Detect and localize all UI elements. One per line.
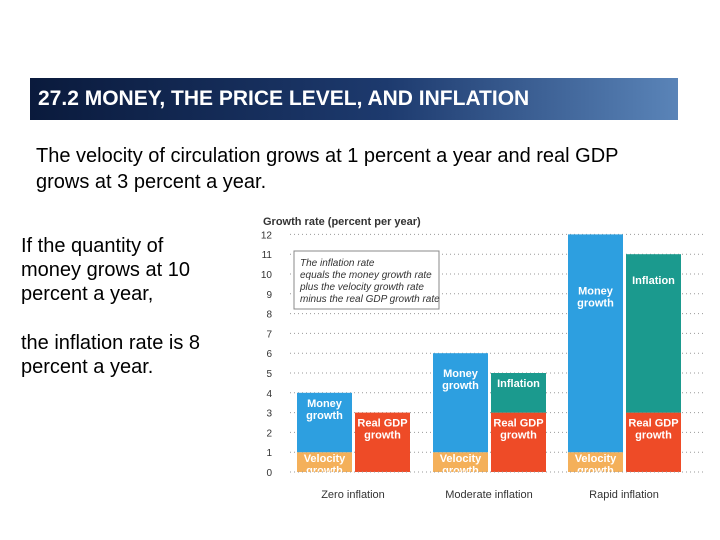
title-bar: 27.2 MONEY, THE PRICE LEVEL, AND INFLATI… [30,78,678,120]
bar-data-label: Velocity [440,453,482,465]
bar-data-label: growth [442,465,479,477]
x-category-label: Moderate inflation [445,489,532,501]
bar-data-label: Velocity [575,453,617,465]
y-tick-label: 2 [266,428,272,439]
bar-data-label: growth [306,410,343,422]
x-category-label: Zero inflation [321,489,385,501]
bar-data-label: growth [500,430,537,442]
y-tick-label: 6 [266,349,272,360]
slide-title: 27.2 MONEY, THE PRICE LEVEL, AND INFLATI… [38,87,530,110]
bar-data-label: Inflation [632,275,675,287]
bar-data-label: Real GDP [493,418,543,430]
legend-line: The inflation rate [300,258,375,269]
bar-data-label: growth [577,297,614,309]
chart-title: Growth rate (percent per year) [263,216,421,228]
bar-data-label: growth [635,430,672,442]
left-bar-money-growth [433,353,488,453]
bar-data-label: Money [443,368,479,380]
right-bar-real-gdp-growth [355,412,410,472]
bar-data-label: Money [578,285,614,297]
right-bar-inflation [491,373,546,413]
x-category-label: Rapid inflation [589,489,659,501]
bar-data-label: growth [364,430,401,442]
bar-data-label: Real GDP [357,418,407,430]
left-bar-velocity-growth [297,452,352,472]
right-bar-real-gdp-growth [626,412,681,472]
right-bar-real-gdp-growth [491,412,546,472]
money-growth-text: If the quantity of money grows at 10 per… [21,235,190,305]
intro-text: The velocity of circulation grows at 1 p… [36,145,619,193]
y-tick-label: 7 [266,329,272,340]
bar-data-label: growth [442,380,479,392]
left-bar-money-growth [568,234,623,453]
bar-data-label: Real GDP [628,418,678,430]
bar-data-label: Inflation [497,378,540,390]
legend-line: plus the velocity growth rate [299,282,424,293]
legend-line: equals the money growth rate [300,270,432,281]
legend-line: minus the real GDP growth rate [300,294,440,305]
right-bar-inflation [626,254,681,413]
left-bar-money-growth [297,392,352,453]
y-tick-label: 1 [266,448,272,459]
left-bar-velocity-growth [568,452,623,472]
bar-data-label: growth [306,465,343,477]
bar-data-label: Velocity [304,453,346,465]
y-tick-label: 5 [266,369,272,380]
bar-data-label: growth [577,465,614,477]
y-tick-label: 10 [261,270,273,281]
y-tick-label: 12 [261,230,273,241]
y-tick-label: 8 [266,310,272,321]
growth-rate-chart: Growth rate (percent per year)0123456789… [261,216,705,501]
y-tick-label: 9 [266,290,272,301]
bar-data-label: Money [307,398,343,410]
y-tick-label: 4 [266,389,272,400]
legend-box [293,250,440,310]
left-bar-velocity-growth [433,452,488,472]
y-tick-label: 11 [262,250,273,261]
y-tick-label: 3 [266,409,272,420]
inflation-rate-text: the inflation rate is 8 percent a year. [21,332,200,378]
y-tick-label: 0 [266,468,272,479]
